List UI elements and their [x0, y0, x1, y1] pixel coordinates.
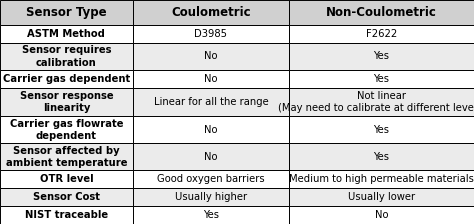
FancyBboxPatch shape [0, 143, 133, 170]
FancyBboxPatch shape [133, 88, 289, 116]
Text: Non-Coulometric: Non-Coulometric [326, 6, 437, 19]
FancyBboxPatch shape [133, 206, 289, 224]
FancyBboxPatch shape [133, 0, 289, 25]
Text: Sensor requires
calibration: Sensor requires calibration [22, 45, 111, 68]
FancyBboxPatch shape [133, 25, 289, 43]
FancyBboxPatch shape [0, 170, 133, 188]
FancyBboxPatch shape [133, 143, 289, 170]
FancyBboxPatch shape [289, 170, 474, 188]
FancyBboxPatch shape [133, 170, 289, 188]
FancyBboxPatch shape [289, 206, 474, 224]
FancyBboxPatch shape [0, 0, 133, 25]
Text: Sensor affected by
ambient temperature: Sensor affected by ambient temperature [6, 146, 127, 168]
Text: Yes: Yes [374, 52, 390, 61]
FancyBboxPatch shape [289, 88, 474, 116]
Text: F2622: F2622 [366, 29, 397, 39]
Text: Yes: Yes [203, 210, 219, 220]
Text: Carrier gas flowrate
dependent: Carrier gas flowrate dependent [9, 119, 123, 141]
Text: Linear for all the range: Linear for all the range [154, 97, 268, 107]
Text: No: No [204, 74, 218, 84]
FancyBboxPatch shape [133, 43, 289, 70]
FancyBboxPatch shape [0, 206, 133, 224]
Text: Medium to high permeable materials: Medium to high permeable materials [289, 174, 474, 184]
Text: NIST traceable: NIST traceable [25, 210, 108, 220]
FancyBboxPatch shape [0, 43, 133, 70]
FancyBboxPatch shape [0, 70, 133, 88]
Text: Sensor Type: Sensor Type [26, 6, 107, 19]
FancyBboxPatch shape [133, 70, 289, 88]
FancyBboxPatch shape [133, 116, 289, 143]
Text: Coulometric: Coulometric [171, 6, 251, 19]
Text: Yes: Yes [374, 152, 390, 162]
FancyBboxPatch shape [289, 143, 474, 170]
Text: Not linear
(May need to calibrate at different levels): Not linear (May need to calibrate at dif… [278, 91, 474, 113]
FancyBboxPatch shape [0, 25, 133, 43]
FancyBboxPatch shape [289, 116, 474, 143]
FancyBboxPatch shape [289, 43, 474, 70]
Text: D3985: D3985 [194, 29, 228, 39]
FancyBboxPatch shape [289, 25, 474, 43]
Text: Sensor response
linearity: Sensor response linearity [19, 91, 113, 113]
Text: Good oxygen barriers: Good oxygen barriers [157, 174, 265, 184]
Text: No: No [204, 125, 218, 135]
FancyBboxPatch shape [289, 188, 474, 206]
Text: ASTM Method: ASTM Method [27, 29, 105, 39]
Text: Yes: Yes [374, 125, 390, 135]
Text: OTR level: OTR level [39, 174, 93, 184]
FancyBboxPatch shape [0, 88, 133, 116]
FancyBboxPatch shape [133, 188, 289, 206]
FancyBboxPatch shape [289, 70, 474, 88]
Text: Yes: Yes [374, 74, 390, 84]
FancyBboxPatch shape [0, 188, 133, 206]
Text: No: No [204, 152, 218, 162]
FancyBboxPatch shape [289, 0, 474, 25]
Text: Usually lower: Usually lower [348, 192, 415, 202]
Text: Usually higher: Usually higher [175, 192, 247, 202]
FancyBboxPatch shape [0, 116, 133, 143]
Text: Sensor Cost: Sensor Cost [33, 192, 100, 202]
Text: No: No [375, 210, 388, 220]
Text: Carrier gas dependent: Carrier gas dependent [3, 74, 130, 84]
Text: No: No [204, 52, 218, 61]
